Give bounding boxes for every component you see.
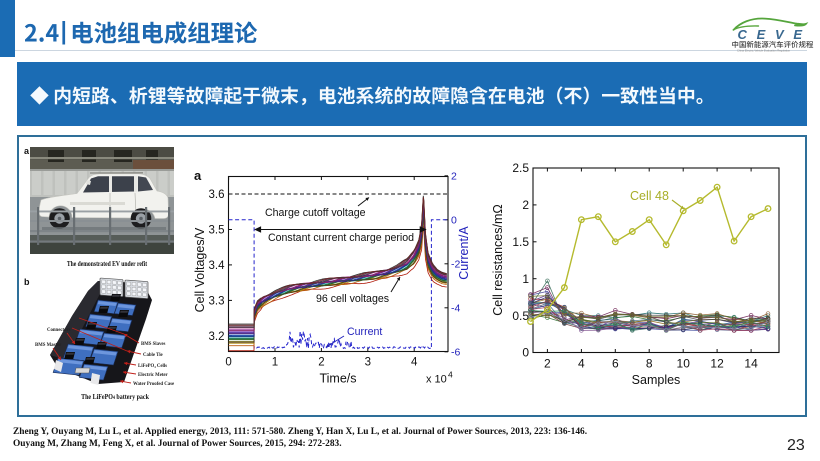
svg-text:96 cell voltages: 96 cell voltages: [316, 293, 389, 305]
svg-text:12: 12: [710, 357, 724, 371]
svg-text:Electric Meter: Electric Meter: [138, 373, 169, 378]
svg-text:Cable Tie: Cable Tie: [143, 353, 163, 358]
svg-text:3.3: 3.3: [209, 295, 225, 307]
svg-text:Charge cutoff voltage: Charge cutoff voltage: [265, 207, 366, 219]
svg-text:0: 0: [522, 346, 529, 360]
svg-text:-2: -2: [451, 259, 460, 271]
svg-text:4: 4: [578, 357, 585, 371]
svg-text:Current: Current: [347, 326, 382, 338]
svg-text:0: 0: [225, 357, 231, 369]
svg-text:2: 2: [318, 357, 324, 369]
svg-text:3.5: 3.5: [209, 225, 225, 237]
svg-text:Cell Voltages/V: Cell Voltages/V: [193, 227, 207, 312]
svg-text:1.5: 1.5: [512, 235, 529, 249]
svg-text:2.5: 2.5: [512, 161, 529, 175]
svg-text:BMS Slaves: BMS Slaves: [141, 342, 166, 347]
svg-text:Samples: Samples: [632, 373, 681, 387]
svg-text:2: 2: [451, 171, 457, 183]
svg-text:Water Proofed Case: Water Proofed Case: [133, 382, 174, 387]
svg-text:2: 2: [522, 198, 529, 212]
svg-text:1: 1: [272, 357, 278, 369]
svg-text:LiFePO₄ Cells: LiFePO₄ Cells: [138, 364, 167, 369]
svg-text:Constant current charge period: Constant current charge period: [268, 232, 414, 244]
svg-text:14: 14: [744, 357, 758, 371]
svg-text:x 10: x 10: [426, 374, 447, 386]
svg-text:-4: -4: [451, 303, 460, 315]
svg-text:3.2: 3.2: [209, 331, 225, 343]
svg-text:0: 0: [451, 215, 457, 227]
svg-text:Connectors: Connectors: [47, 328, 71, 333]
svg-text:Cell resistances/mΩ: Cell resistances/mΩ: [491, 204, 505, 315]
svg-text:Current/A: Current/A: [457, 226, 471, 280]
svg-text:2: 2: [544, 357, 551, 371]
svg-text:-6: -6: [451, 347, 460, 359]
svg-text:4: 4: [411, 357, 418, 369]
svg-text:3.6: 3.6: [209, 189, 225, 201]
svg-text:a: a: [194, 168, 202, 183]
svg-text:Cell 48: Cell 48: [630, 189, 669, 203]
svg-text:8: 8: [646, 357, 653, 371]
svg-text:Time/s: Time/s: [319, 372, 356, 386]
svg-text:3.4: 3.4: [209, 260, 226, 272]
svg-text:1: 1: [522, 272, 529, 286]
svg-text:3: 3: [365, 357, 371, 369]
svg-text:6: 6: [612, 357, 619, 371]
svg-text:10: 10: [677, 357, 691, 371]
svg-text:BMS Master: BMS Master: [35, 343, 62, 348]
svg-text:0.5: 0.5: [512, 309, 529, 323]
svg-text:4: 4: [448, 370, 453, 380]
